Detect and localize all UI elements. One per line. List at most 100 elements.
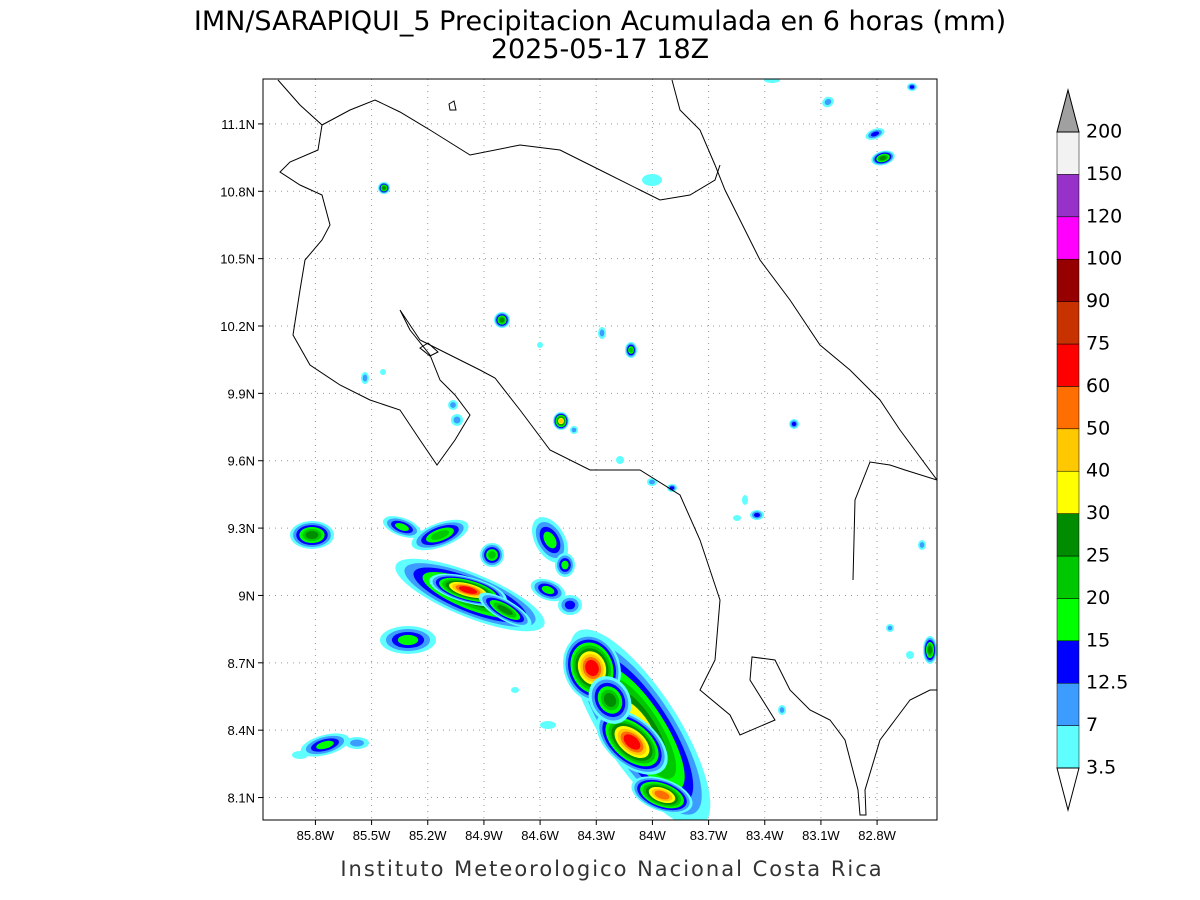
colorbar-label: 200 xyxy=(1086,121,1122,143)
x-tick-label: 84.3W xyxy=(577,828,615,843)
precip-contour xyxy=(887,625,893,631)
colorbar-segment xyxy=(1056,598,1080,642)
colorbar-label: 3.5 xyxy=(1086,757,1116,779)
precip-contour xyxy=(599,329,605,337)
y-tick-label: 9.6N xyxy=(228,454,255,469)
coastline xyxy=(277,79,937,816)
colorbar-label: 50 xyxy=(1086,417,1110,439)
colorbar-label: 150 xyxy=(1086,163,1122,185)
grid: 85.8W 85.5W 85.2W 84.9W 84.6W 84.3W 84W 83.7W 83… xyxy=(220,79,937,843)
precip-contour xyxy=(623,734,641,750)
x-tick-label: 85.8W xyxy=(297,828,335,843)
coastlines xyxy=(277,79,937,816)
precip-contour xyxy=(564,600,576,610)
precip-contour xyxy=(909,85,915,89)
y-tick-label: 8.1N xyxy=(228,791,255,806)
precip-contour xyxy=(430,530,450,540)
x-tick-label: 83.4W xyxy=(746,828,784,843)
precip-contour xyxy=(537,342,543,348)
precip-contour xyxy=(629,347,633,353)
x-tick-label: 85.5W xyxy=(353,828,391,843)
colorbar-segment xyxy=(1056,386,1080,430)
precip-contour xyxy=(642,174,662,186)
precip-contour xyxy=(497,604,513,616)
y-tick-label: 10.2N xyxy=(220,319,255,334)
precip-contour xyxy=(350,739,364,747)
colorbar-segment xyxy=(1056,470,1080,514)
subtitle: 2025-05-17 18Z xyxy=(491,34,709,65)
y-tick-label: 11.1N xyxy=(221,117,255,132)
colorbar-label: 100 xyxy=(1086,248,1122,270)
precip-contour xyxy=(558,418,564,424)
colorbar-label: 120 xyxy=(1086,205,1122,227)
precip-contour xyxy=(488,551,496,559)
colorbar-segment xyxy=(1056,131,1080,175)
x-tick-label: 83.1W xyxy=(802,828,840,843)
footer: Instituto Meteorologico Nacional Costa R… xyxy=(340,857,883,881)
precip-contour xyxy=(543,531,557,549)
colorbar-label: 40 xyxy=(1086,460,1110,482)
precip-contour xyxy=(382,186,386,190)
precip-contour xyxy=(649,479,655,485)
precip-contour xyxy=(292,751,308,759)
y-tick-label: 9.9N xyxy=(228,386,255,401)
precip-contour xyxy=(380,369,386,375)
colorbar-segment xyxy=(1056,725,1080,769)
x-tick-label: 84W xyxy=(639,828,666,843)
precip-contour xyxy=(585,659,599,677)
colorbar-above xyxy=(1056,88,1080,133)
precip-contour xyxy=(742,495,748,505)
precip-contour xyxy=(791,421,797,427)
y-tick-label: 10.8N xyxy=(220,184,255,199)
precip-contour xyxy=(906,651,914,659)
colorbar-segment xyxy=(1056,258,1080,302)
coastline xyxy=(671,79,937,481)
y-tick-label: 8.4N xyxy=(228,723,255,738)
colorbar-label: 30 xyxy=(1086,502,1110,524)
precip-contour xyxy=(499,317,505,323)
precip-contour xyxy=(753,512,761,518)
precipitation-field xyxy=(290,79,937,820)
map-frame xyxy=(262,78,938,821)
title: IMN/SARAPIQUI_5 Precipitacion Acumulada … xyxy=(194,6,1006,37)
colorbar-segment xyxy=(1056,640,1080,684)
colorbar-segment xyxy=(1056,555,1080,599)
colorbar-label: 90 xyxy=(1086,290,1110,312)
colorbar-segment xyxy=(1056,343,1080,387)
precip-contour xyxy=(879,155,887,161)
x-tick-label: 82.8W xyxy=(858,828,896,843)
precip-contour xyxy=(927,645,933,655)
colorbar-segment xyxy=(1056,216,1080,260)
colorbar-label: 60 xyxy=(1086,375,1110,397)
colorbar-label: 75 xyxy=(1086,333,1110,355)
y-tick-label: 8.7N xyxy=(228,656,255,671)
precip-contour xyxy=(870,131,880,137)
precip-contour xyxy=(362,374,368,382)
precip-contour xyxy=(305,530,319,540)
precip-contour xyxy=(571,427,577,433)
precip-contour xyxy=(616,456,624,464)
y-tick-label: 9N xyxy=(238,588,255,603)
precip-contour xyxy=(654,790,670,800)
border xyxy=(852,461,937,581)
colorbar-label: 12.5 xyxy=(1086,672,1128,694)
colorbar-segment xyxy=(1056,174,1080,218)
y-tick-label: 9.3N xyxy=(228,521,255,536)
y-tick-label: 10.5N xyxy=(220,252,255,267)
precip-contour xyxy=(453,416,461,424)
colorbar-segment xyxy=(1056,301,1080,345)
precip-contour xyxy=(395,523,409,531)
precip-contour xyxy=(316,740,334,750)
colorbar-segment xyxy=(1056,682,1080,726)
precip-contour xyxy=(397,634,419,646)
precip-contour xyxy=(603,693,617,707)
island xyxy=(419,100,457,357)
precip-contour xyxy=(733,515,741,521)
precip-contour xyxy=(540,721,556,729)
colorbar-segment xyxy=(1056,428,1080,472)
x-tick-label: 83.7W xyxy=(690,828,728,843)
precip-contour xyxy=(561,560,569,570)
colorbar-segment xyxy=(1056,513,1080,557)
colorbar-label: 20 xyxy=(1086,587,1110,609)
